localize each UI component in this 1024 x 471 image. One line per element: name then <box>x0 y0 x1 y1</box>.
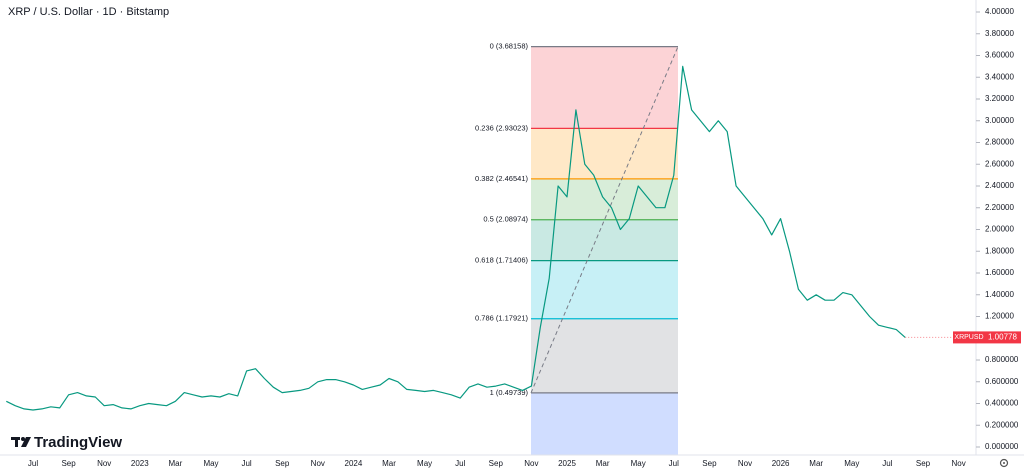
y-tick-label: 3.20000 <box>985 94 1014 103</box>
fib-band <box>531 318 678 393</box>
x-tick-label: Sep <box>702 459 717 468</box>
x-tick-label: Jul <box>882 459 892 468</box>
price-line <box>6 65 906 411</box>
fib-label: 0.786 (1.17921) <box>475 314 528 323</box>
x-tick-label: May <box>417 459 432 468</box>
fib-extension <box>531 392 678 455</box>
x-tick-label: Sep <box>916 459 931 468</box>
x-tick-label: Jul <box>241 459 251 468</box>
fib-label: 0.5 (2.08974) <box>483 215 528 224</box>
y-tick-label: 3.60000 <box>985 51 1014 60</box>
y-tick-label: 2.60000 <box>985 159 1014 168</box>
fib-label: 0.618 (1.71406) <box>475 256 528 265</box>
brand-name: TradingView <box>34 434 122 451</box>
x-tick-label: May <box>844 459 859 468</box>
x-tick-label: Nov <box>951 459 965 468</box>
x-tick-label: Mar <box>382 459 396 468</box>
y-tick-label: 3.40000 <box>985 72 1014 81</box>
y-tick-label: 2.20000 <box>985 203 1014 212</box>
fib-label: 1 (0.49739) <box>490 388 529 397</box>
y-tick-label: 2.40000 <box>985 181 1014 190</box>
fib-label: 0 (3.68158) <box>490 42 529 51</box>
y-tick-label: 1.60000 <box>985 268 1014 277</box>
x-tick-label: May <box>631 459 646 468</box>
x-tick-label: Jul <box>28 459 38 468</box>
chart-title: XRP / U.S. Dollar · 1D · Bitstamp <box>8 6 169 18</box>
last-price-label: 1.00778 <box>988 333 1017 342</box>
y-tick-label: 0.000000 <box>985 442 1019 451</box>
fib-zone: 0 (3.68158) 0.236 (2.93023) 0.382 (2.46541… <box>475 42 679 455</box>
y-tick-label: 1.40000 <box>985 290 1014 299</box>
x-tick-label: Mar <box>169 459 183 468</box>
x-tick-label: 2025 <box>558 459 576 468</box>
x-tick-label: Nov <box>311 459 325 468</box>
y-tick-label: 3.00000 <box>985 116 1014 125</box>
y-tick-label: 2.80000 <box>985 138 1014 147</box>
x-tick-label: Sep <box>275 459 290 468</box>
y-tick-label: 1.20000 <box>985 312 1014 321</box>
x-tick-label: May <box>203 459 218 468</box>
y-tick-label: 1.80000 <box>985 246 1014 255</box>
fib-band <box>531 128 678 179</box>
fib-band <box>531 260 678 319</box>
fib-band <box>531 219 678 261</box>
y-tick-label: 0.600000 <box>985 377 1019 386</box>
x-tick-label: Mar <box>596 459 610 468</box>
x-tick-label: 2024 <box>345 459 363 468</box>
fib-label: 0.236 (2.93023) <box>475 123 528 132</box>
x-tick-label: Nov <box>97 459 111 468</box>
x-tick-label: Sep <box>489 459 504 468</box>
y-tick-label: 0.200000 <box>985 420 1019 429</box>
plot <box>6 65 976 411</box>
x-tick-label: Jul <box>455 459 465 468</box>
y-tick-label: 4.00000 <box>985 7 1014 16</box>
y-tick-label: 3.80000 <box>985 29 1014 38</box>
settings-icon[interactable] <box>999 458 1009 468</box>
y-tick-label: 0.800000 <box>985 355 1019 364</box>
axes: 0.000000 0.200000 0.400000 0.600000 0.800000… <box>28 7 1021 468</box>
y-tick-label: 2.00000 <box>985 225 1014 234</box>
x-tick-label: 2026 <box>772 459 790 468</box>
fib-label: 0.382 (2.46541) <box>475 174 528 183</box>
x-tick-label: 2023 <box>131 459 149 468</box>
x-tick-label: Nov <box>738 459 752 468</box>
x-tick-label: Sep <box>61 459 76 468</box>
x-tick-label: Jul <box>669 459 679 468</box>
logo: TradingView <box>11 434 122 451</box>
y-tick-label: 0.400000 <box>985 399 1019 408</box>
x-tick-label: Mar <box>809 459 823 468</box>
fib-band <box>531 46 678 129</box>
symbol-tag <box>953 331 985 344</box>
x-tick-label: Nov <box>524 459 538 468</box>
last-price-tag <box>985 331 1021 344</box>
symbol-tag-label: XRPUSD <box>954 334 983 341</box>
